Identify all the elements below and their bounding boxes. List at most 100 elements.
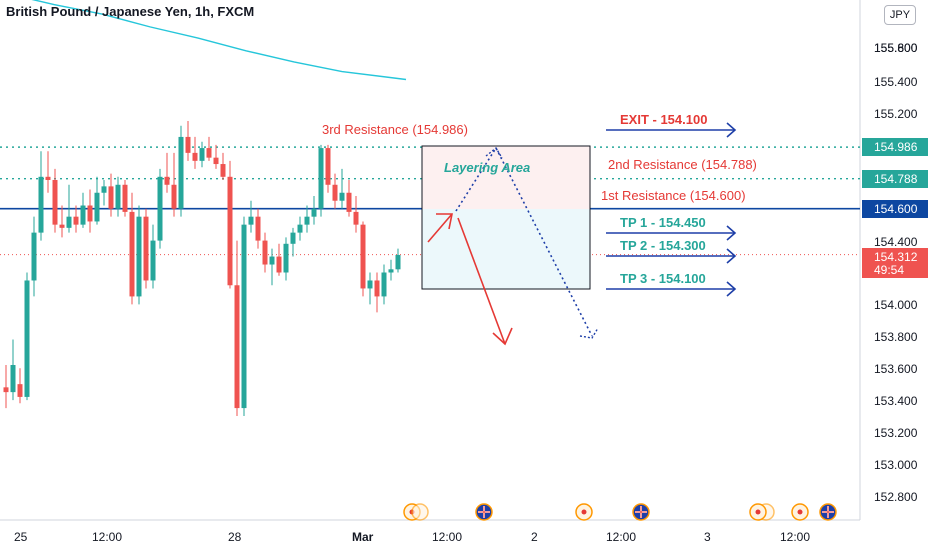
candle-body: [59, 224, 65, 228]
event-icon[interactable]: [575, 503, 593, 521]
tp1-arrow[interactable]: [606, 225, 737, 241]
candle[interactable]: [38, 151, 44, 241]
candle[interactable]: [283, 237, 289, 281]
level-tag-154986-text: 154.986: [874, 140, 918, 154]
candle-body: [108, 186, 114, 209]
candle[interactable]: [325, 144, 331, 193]
uk-flag-icon[interactable]: [475, 503, 493, 521]
candle[interactable]: [178, 125, 184, 217]
candle[interactable]: [129, 192, 135, 305]
price-tick: 153.800: [874, 330, 918, 344]
candle[interactable]: [157, 168, 163, 249]
level-tag-154788: [862, 170, 928, 188]
candle[interactable]: [66, 184, 72, 233]
candle[interactable]: [10, 339, 16, 401]
candle[interactable]: [311, 195, 317, 225]
candle-body: [192, 152, 198, 161]
candle[interactable]: [185, 120, 191, 161]
candle[interactable]: [276, 243, 282, 276]
candle[interactable]: [73, 205, 79, 233]
price-tick: 152.800: [874, 490, 918, 504]
candle[interactable]: [17, 368, 23, 404]
first-resistance-label: 1st Resistance (154.600): [601, 188, 746, 203]
candle[interactable]: [3, 365, 9, 409]
candle[interactable]: [304, 205, 310, 233]
candle[interactable]: [31, 216, 37, 297]
candle[interactable]: [52, 168, 58, 233]
blue-dotted-peak: [485, 146, 503, 159]
candle-body: [290, 232, 296, 244]
candle[interactable]: [367, 272, 373, 305]
candle[interactable]: [227, 160, 233, 289]
price-axis[interactable]: 155.800 155.600 155.400 155.200 154.400 …: [862, 41, 928, 504]
red-up-arrow[interactable]: [427, 213, 453, 243]
candle[interactable]: [318, 144, 324, 217]
event-icon[interactable]: [403, 503, 429, 521]
candle[interactable]: [269, 248, 275, 286]
candle[interactable]: [115, 176, 121, 217]
tp3-label: TP 3 - 154.100: [620, 271, 706, 286]
candle[interactable]: [262, 232, 268, 273]
candle[interactable]: [388, 259, 394, 281]
candle[interactable]: [241, 216, 247, 417]
candle[interactable]: [150, 224, 156, 289]
candle[interactable]: [136, 205, 142, 305]
candle-body: [52, 179, 58, 225]
blue-dotted-projection[interactable]: [455, 146, 593, 337]
price-tick: 155.800: [874, 41, 918, 55]
candle-body: [318, 148, 324, 209]
candle[interactable]: [360, 221, 366, 297]
candle[interactable]: [332, 173, 338, 209]
currency-button[interactable]: JPY: [884, 5, 916, 25]
event-icon[interactable]: [791, 503, 809, 521]
candle[interactable]: [24, 272, 30, 401]
candle[interactable]: [297, 216, 303, 241]
red-up-arrowhead: [436, 213, 453, 230]
candle[interactable]: [206, 136, 212, 161]
candle-body: [311, 208, 317, 217]
candle[interactable]: [346, 179, 352, 217]
candle[interactable]: [353, 195, 359, 233]
exit-arrow[interactable]: [606, 122, 737, 138]
candle[interactable]: [339, 168, 345, 209]
red-down-arrow[interactable]: [457, 217, 506, 345]
candle[interactable]: [164, 152, 170, 193]
candle-body: [45, 176, 51, 180]
economic-events[interactable]: [403, 503, 837, 521]
tp2-arrow[interactable]: [606, 248, 737, 264]
time-axis[interactable]: 25 12:00 28 Mar 12:00 2 12:00 3 12:00: [14, 530, 810, 544]
event-icon[interactable]: [749, 503, 775, 521]
candle[interactable]: [171, 152, 177, 217]
current-price-text: 154.312: [874, 250, 918, 264]
tp1-label: TP 1 - 154.450: [620, 215, 706, 230]
candle[interactable]: [290, 227, 296, 257]
layering-lower-zone: [422, 209, 590, 289]
candle[interactable]: [45, 151, 51, 193]
candle[interactable]: [213, 144, 219, 169]
candle[interactable]: [87, 189, 93, 233]
candle[interactable]: [199, 141, 205, 168]
candle[interactable]: [220, 152, 226, 180]
candle[interactable]: [255, 208, 261, 249]
candle[interactable]: [59, 205, 65, 238]
candle[interactable]: [94, 176, 100, 225]
candle[interactable]: [143, 208, 149, 289]
candle[interactable]: [192, 136, 198, 169]
tp3-arrow[interactable]: [606, 281, 737, 297]
candle[interactable]: [80, 192, 86, 228]
layering-box[interactable]: [421, 145, 591, 290]
candle[interactable]: [234, 240, 240, 417]
candle[interactable]: [374, 272, 380, 313]
candle[interactable]: [395, 248, 401, 273]
candle[interactable]: [101, 179, 107, 206]
candle-body: [276, 256, 282, 273]
candle[interactable]: [122, 179, 128, 217]
time-label: 25: [14, 530, 28, 544]
candle[interactable]: [248, 200, 254, 233]
uk-flag-icon[interactable]: [819, 503, 837, 521]
uk-flag-icon[interactable]: [632, 503, 650, 521]
candle[interactable]: [108, 173, 114, 217]
candle[interactable]: [381, 264, 387, 305]
moving-average-line[interactable]: [6, 0, 407, 81]
